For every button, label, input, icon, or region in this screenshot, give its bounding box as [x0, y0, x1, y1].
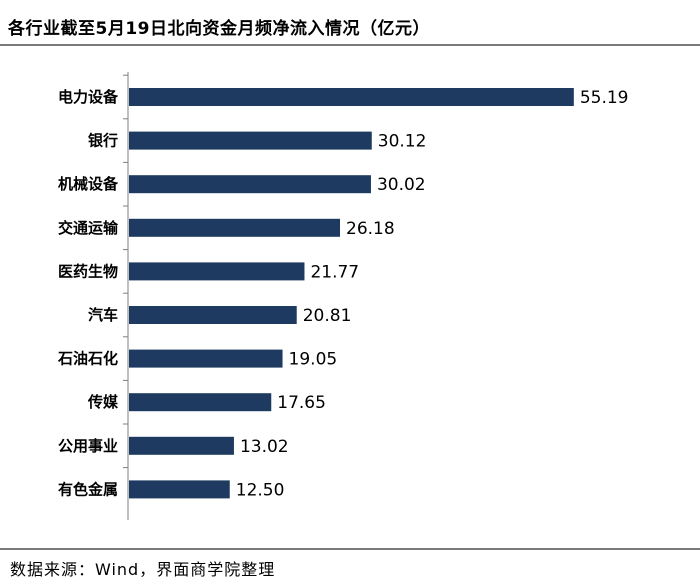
category-label: 机械设备 [58, 175, 119, 193]
data-label: 30.12 [378, 132, 427, 152]
category-label: 银行 [88, 132, 118, 150]
category-label: 电力设备 [58, 88, 119, 106]
category-label: 公用事业 [58, 437, 118, 455]
bar [129, 436, 234, 455]
bar [129, 218, 341, 237]
data-label: 26.18 [346, 219, 395, 239]
data-label: 20.81 [303, 306, 352, 326]
bar [129, 88, 574, 106]
bottom-divider [0, 548, 700, 550]
chart-title: 各行业截至5月19日北向资金月频净流入情况（亿元） [8, 19, 430, 39]
data-label: 17.65 [277, 393, 326, 413]
bar [129, 349, 283, 368]
bar-chart: 电力设备 55.19 银行 30.12 机械设备 30.02 交通运输 26.18 医药生物 21… [57, 72, 629, 520]
data-label: 19.05 [289, 350, 338, 370]
category-label: 汽车 [88, 306, 118, 324]
bar [129, 393, 272, 412]
data-label: 12.50 [236, 480, 285, 500]
top-divider [0, 44, 700, 46]
data-label: 30.02 [377, 175, 426, 195]
bar [129, 175, 371, 194]
category-label: 传媒 [87, 393, 119, 411]
data-label: 21.77 [310, 262, 359, 282]
data-label: 55.19 [580, 88, 629, 108]
category-label: 有色金属 [58, 480, 118, 498]
bar [129, 306, 297, 324]
category-label: 医药生物 [58, 262, 118, 280]
source-note: 数据来源：Wind，界面商学院整理 [10, 560, 276, 579]
data-label: 13.02 [240, 437, 289, 457]
bar [129, 480, 230, 499]
category-label: 交通运输 [58, 219, 119, 237]
bar [129, 131, 372, 150]
bar [129, 262, 305, 281]
category-label: 石油石化 [57, 350, 118, 368]
